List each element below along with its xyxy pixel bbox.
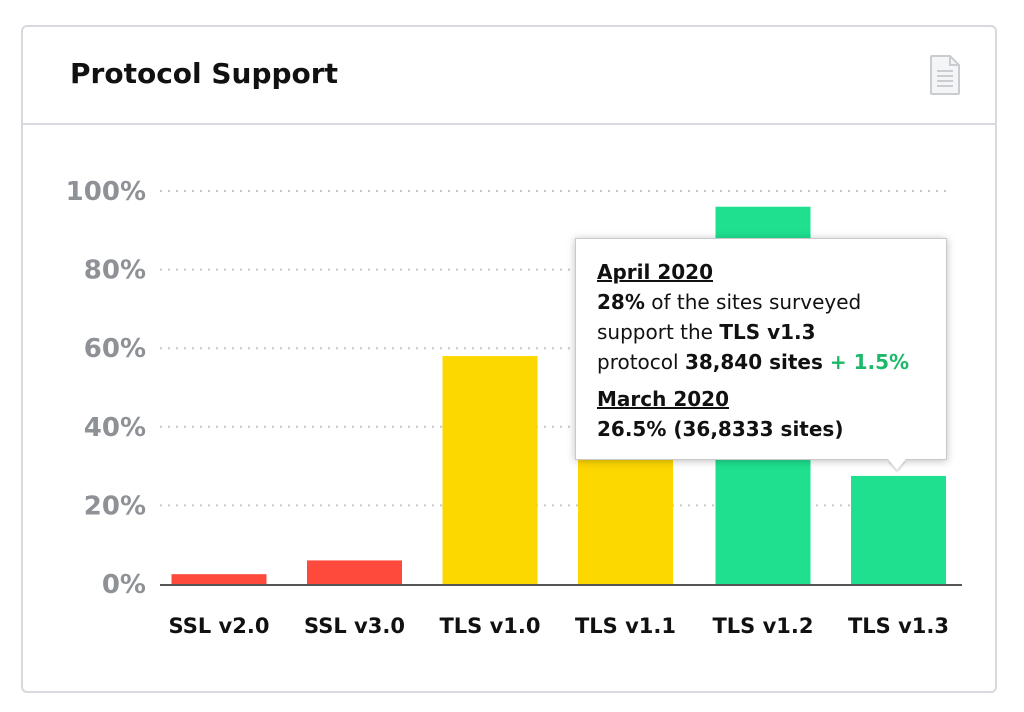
tooltip-current-period: April 2020 [597,260,713,284]
tooltip-line-1: 28% of the sites surveyed [597,287,926,317]
tooltip-protocol: TLS v1.3 [719,320,816,344]
x-category-label: SSL v2.0 [169,614,270,638]
x-category-label: TLS v1.1 [575,614,676,638]
y-tick-label: 20% [84,491,146,521]
tooltip-previous-value: 26.5% (36,8333 sites) [597,417,844,441]
bar-tls-v1-0 [442,356,538,584]
x-category-label: TLS v1.2 [712,614,813,638]
tooltip-current-percent: 28% [597,290,645,314]
tooltip-pointer [888,459,906,470]
card-header: Protocol Support [23,27,995,125]
bar-ssl-v3-0 [307,560,402,584]
card-title: Protocol Support [70,57,338,90]
chart-tooltip: April 2020 28% of the sites surveyed sup… [575,238,947,460]
tooltip-text-1: of the sites surveyed [644,290,862,314]
document-icon[interactable] [929,55,961,95]
tooltip-sites: 38,840 sites [684,350,823,374]
y-tick-label: 40% [84,413,146,443]
x-category-label: TLS v1.0 [439,614,540,638]
tooltip-text-3: protocol [597,350,685,374]
tooltip-delta: + 1.5% [822,350,910,374]
y-tick-label: 60% [84,334,146,364]
tooltip-previous-period: March 2020 [597,387,729,411]
y-tick-label: 0% [102,570,146,600]
x-category-label: SSL v3.0 [304,614,405,638]
x-category-label: TLS v1.3 [848,614,949,638]
tooltip-line-2: support the TLS v1.3 [597,317,926,347]
tooltip-text-2: support the [597,320,720,344]
y-tick-label: 80% [84,256,146,286]
tooltip-line-3: protocol 38,840 sites + 1.5% [597,347,926,377]
bar-ssl-v2-0 [171,574,267,584]
bar-tls-v1-3 [851,475,946,584]
y-tick-label: 100% [66,177,146,207]
